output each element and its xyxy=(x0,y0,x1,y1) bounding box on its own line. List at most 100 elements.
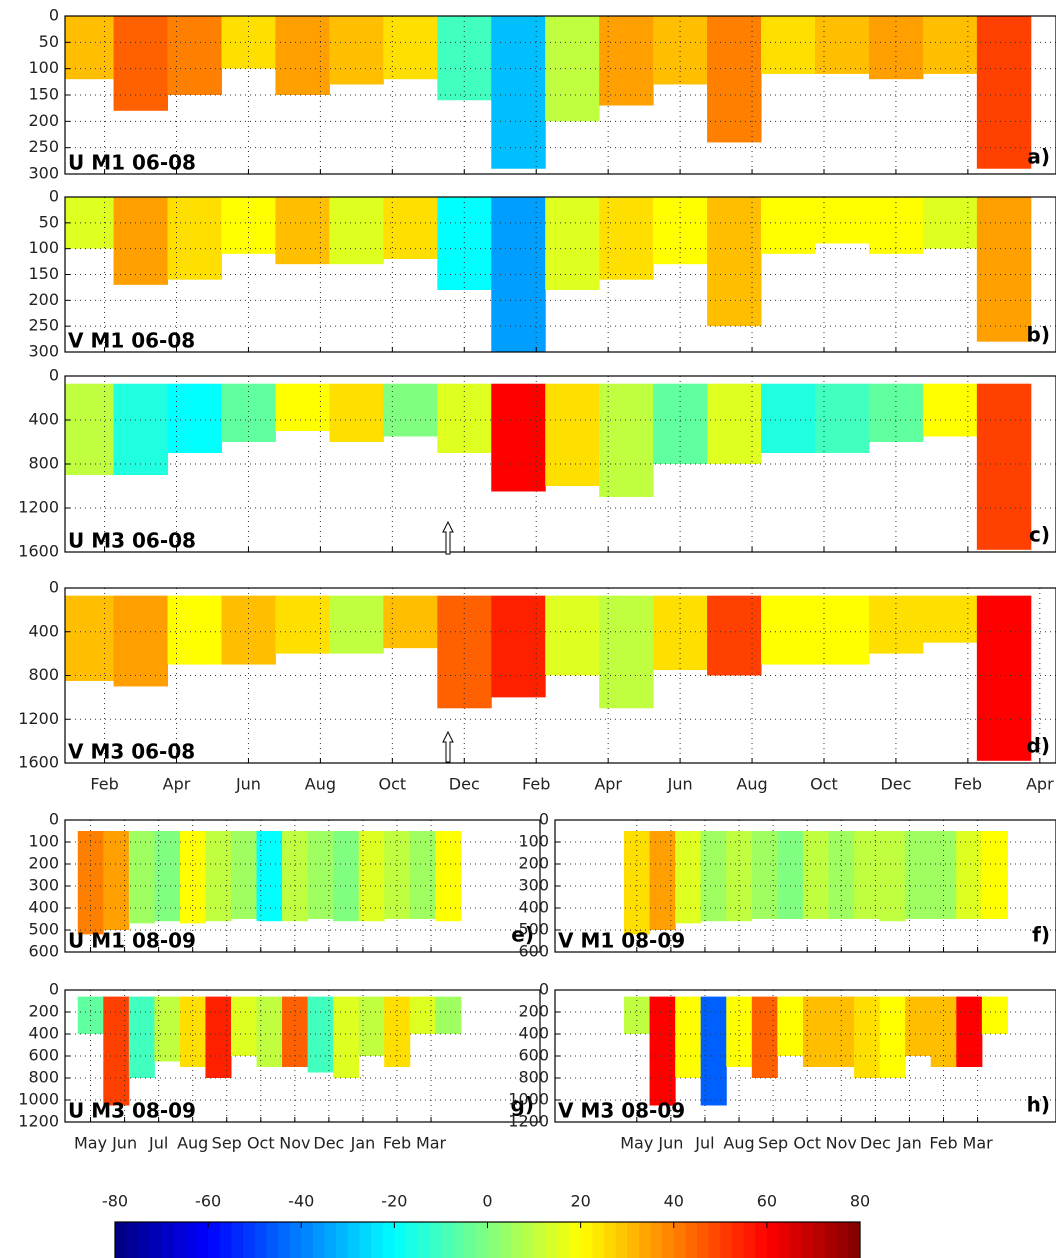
x-tick-label: Mar xyxy=(416,1134,447,1153)
velocity-column xyxy=(707,197,762,327)
colorbar-swatch xyxy=(196,1222,209,1258)
colorbar-swatch xyxy=(825,1222,838,1258)
colorbar-swatch xyxy=(394,1222,407,1258)
velocity-column xyxy=(981,831,1008,919)
colorbar-swatch xyxy=(219,1222,232,1258)
data-columns xyxy=(77,831,462,935)
y-tick-label: 800 xyxy=(28,1068,59,1087)
velocity-column xyxy=(179,996,206,1067)
y-tick-label: 500 xyxy=(28,920,59,939)
panel-title: V M3 08-09 xyxy=(558,1099,685,1123)
velocity-column xyxy=(675,996,702,1078)
colorbar-swatch xyxy=(429,1222,442,1258)
colorbar-swatch xyxy=(371,1222,384,1258)
panel: 0 400 800 1200 1600 U M3 06-08 c) xyxy=(18,366,1056,561)
velocity-column xyxy=(976,383,1032,550)
velocity-column xyxy=(230,996,258,1056)
colorbar-swatch xyxy=(138,1222,151,1258)
x-tick-label: Jun xyxy=(667,775,693,794)
velocity-column xyxy=(981,996,1008,1034)
velocity-column xyxy=(409,831,436,919)
velocity-column xyxy=(545,383,600,486)
y-tick-label: 1000 xyxy=(508,1090,549,1109)
colorbar-swatch xyxy=(545,1222,558,1258)
velocity-column xyxy=(384,996,411,1067)
velocity-column xyxy=(383,16,438,80)
colorbar-swatch xyxy=(231,1222,244,1258)
colorbar-swatch xyxy=(568,1222,582,1258)
colorbar-swatch xyxy=(685,1222,698,1258)
velocity-column xyxy=(128,831,155,924)
velocity-column xyxy=(922,383,978,437)
plot-frame xyxy=(64,196,1056,353)
panel-title: V M3 06-08 xyxy=(68,740,195,764)
panel-title: V M1 06-08 xyxy=(68,329,195,353)
x-tick-label: Oct xyxy=(247,1134,275,1153)
panel: 0 100 200 300 400 500 600 U M1 08-09 e) xyxy=(28,810,541,961)
x-tick-label: May xyxy=(620,1134,653,1153)
panel-label: e) xyxy=(511,923,534,947)
colorbar-swatch xyxy=(475,1222,488,1258)
x-tick-label: Feb xyxy=(383,1134,411,1153)
x-tick-label: Apr xyxy=(163,775,191,794)
x-tick-label: Feb xyxy=(954,775,982,794)
velocity-column xyxy=(726,831,753,922)
velocity-column xyxy=(221,16,276,69)
x-tick-label: Sep xyxy=(758,1134,788,1153)
y-tick-label: 200 xyxy=(518,1002,549,1021)
x-tick-label: Oct xyxy=(378,775,406,794)
velocity-column xyxy=(383,595,438,649)
velocity-column xyxy=(545,595,600,676)
velocity-column xyxy=(275,16,330,95)
velocity-column xyxy=(282,831,309,922)
velocity-column xyxy=(329,16,384,85)
velocity-column xyxy=(307,996,334,1073)
plot-frame xyxy=(64,15,1056,175)
y-tick-label: 1200 xyxy=(18,498,59,517)
data-columns xyxy=(624,996,1008,1106)
velocity-column xyxy=(868,595,924,654)
y-tick-label: 300 xyxy=(518,876,549,895)
velocity-column xyxy=(113,16,169,111)
y-tick-label: 0 xyxy=(49,980,59,999)
velocity-column xyxy=(814,383,870,453)
data-columns xyxy=(65,595,1032,761)
colorbar-swatch xyxy=(638,1222,651,1258)
colorbar-tick-label: 0 xyxy=(482,1192,492,1211)
velocity-column xyxy=(491,16,546,169)
velocity-column xyxy=(751,831,778,919)
y-tick-label: 1200 xyxy=(18,1112,59,1131)
y-tick-label: 50 xyxy=(39,32,59,51)
panel-title: U M3 08-09 xyxy=(68,1099,196,1123)
velocity-column xyxy=(707,16,762,143)
velocity-column xyxy=(205,996,232,1078)
velocity-column xyxy=(221,595,276,665)
x-tick-label: Nov xyxy=(826,1134,857,1153)
colorbar-tick-label: -20 xyxy=(381,1192,407,1211)
velocity-column xyxy=(868,197,924,254)
velocity-column xyxy=(230,831,258,919)
y-tick-label: 1600 xyxy=(18,753,59,772)
x-tick-label: Jun xyxy=(235,775,261,794)
velocity-column xyxy=(599,16,654,106)
velocity-column xyxy=(329,595,384,654)
panel-title: U M1 06-08 xyxy=(68,151,196,175)
y-tick-label: 1200 xyxy=(508,1112,549,1131)
x-tick-label: Aug xyxy=(723,1134,754,1153)
velocity-column xyxy=(435,996,462,1034)
colorbar-swatch xyxy=(848,1222,861,1258)
velocity-column xyxy=(333,831,360,922)
y-tick-label: 0 xyxy=(539,980,549,999)
y-tick-label: 200 xyxy=(28,1002,59,1021)
velocity-column xyxy=(545,197,600,290)
velocity-column xyxy=(383,197,438,259)
colorbar-swatch xyxy=(289,1222,302,1258)
velocity-column xyxy=(65,595,115,681)
colorbar-swatch xyxy=(522,1222,535,1258)
colorbar-swatch xyxy=(499,1222,512,1258)
panel-label: a) xyxy=(1027,145,1050,169)
colorbar-tick-label: 20 xyxy=(570,1192,590,1211)
velocity-column xyxy=(777,996,804,1056)
colorbar-swatch xyxy=(312,1222,326,1258)
y-tick-label: 0 xyxy=(539,810,549,829)
